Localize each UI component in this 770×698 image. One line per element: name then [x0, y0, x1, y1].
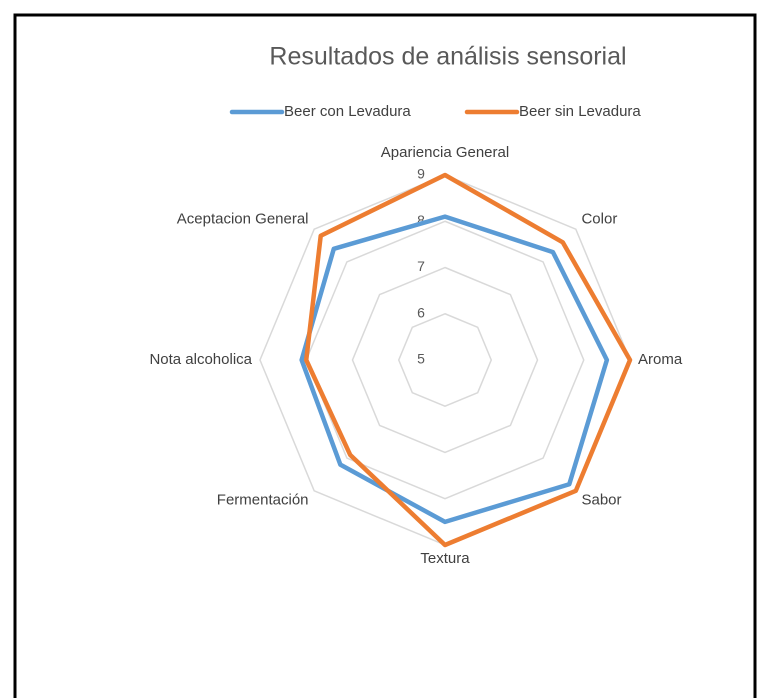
chart-title: Resultados de análisis sensorial: [269, 43, 626, 71]
category-label: Sabor: [581, 492, 621, 509]
chart-frame: [13, 13, 757, 698]
series-line: [304, 172, 633, 548]
legend-label: Beer con Levadura: [284, 103, 411, 120]
legend-label: Beer sin Levadura: [519, 103, 641, 120]
grid-ring: [351, 266, 539, 454]
category-label: Aroma: [638, 351, 683, 368]
r-tick-label: 9: [417, 166, 425, 182]
category-label: Color: [581, 210, 617, 227]
r-tick-label: 8: [417, 212, 425, 228]
r-tick-label: 5: [417, 351, 425, 367]
category-label: Apariencia General: [381, 144, 509, 161]
r-tick-label: 6: [417, 304, 425, 320]
grid-ring: [397, 312, 493, 408]
grid-ring: [305, 220, 585, 500]
category-label: Nota alcoholica: [149, 351, 252, 368]
r-tick-label: 7: [417, 258, 425, 274]
category-label: Textura: [420, 550, 470, 567]
series-line: [299, 214, 610, 525]
category-label: Aceptacion General: [177, 210, 309, 227]
category-label: Fermentación: [217, 492, 309, 509]
